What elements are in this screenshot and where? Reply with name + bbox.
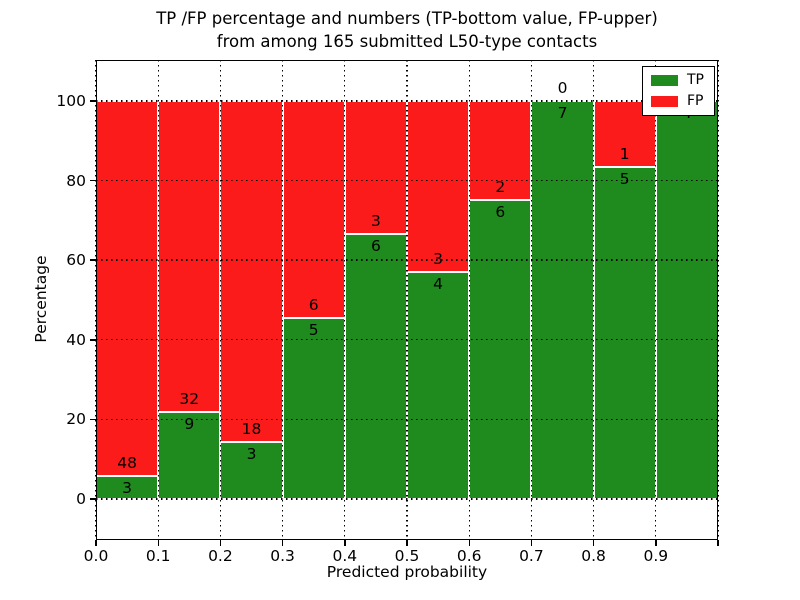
- tp-count-label-6: 6: [495, 203, 506, 222]
- legend-label-fp: FP: [687, 93, 704, 109]
- x-gridline-3: [281, 60, 284, 540]
- x-tick-label-9: 0.9: [643, 547, 669, 565]
- x-tick-label-2: 0.2: [208, 547, 233, 565]
- x-tick-0: [95, 540, 97, 546]
- x-gridline-4: [344, 60, 346, 540]
- x-gridline-6: [468, 60, 470, 540]
- bar-segment-fp-0: [96, 100, 159, 476]
- y-tick-label-100: 100: [56, 91, 86, 110]
- y-tick-label-80: 80: [66, 171, 86, 190]
- x-gridline-2: [219, 60, 222, 540]
- bar-segment-tp-9: [655, 100, 718, 499]
- plot-area: TP FP 3489323185663436270514020406080100…: [56, 60, 719, 565]
- fp-count-label-5: 3: [433, 249, 444, 268]
- bar-segment-tp-8: [593, 167, 656, 499]
- fp-count-label-0: 48: [117, 453, 137, 472]
- x-gridline-5: [406, 60, 408, 540]
- y-tick-label-0: 0: [76, 490, 86, 508]
- y-axis-label: Percentage: [32, 255, 50, 343]
- bar-segment-tp-3: [282, 318, 345, 499]
- x-gridline-10: [717, 60, 719, 540]
- bar-segment-fp-5: [407, 100, 470, 272]
- fp-count-label-8: 1: [619, 145, 630, 164]
- x-tick-8: [592, 540, 595, 546]
- tp-count-label-5: 4: [433, 274, 444, 293]
- x-tick-6: [468, 540, 470, 546]
- fp-count-label-1: 32: [179, 389, 200, 408]
- x-tick-5: [406, 540, 408, 546]
- y-tick-40: [90, 339, 96, 341]
- y-tick-20: [90, 418, 96, 421]
- bar-segment-tp-5: [407, 271, 470, 499]
- x-tick-label-6: 0.6: [456, 547, 482, 565]
- x-tick-9: [655, 540, 657, 546]
- x-tick-2: [219, 540, 222, 546]
- x-tick-1: [157, 540, 159, 546]
- x-tick-3: [281, 540, 284, 546]
- y-tick-label-40: 40: [66, 330, 86, 349]
- tp-count-label-1: 9: [184, 414, 195, 433]
- fp-count-label-7: 0: [557, 78, 568, 97]
- bar-segment-fp-1: [158, 100, 221, 412]
- x-gridline-9: [655, 60, 657, 540]
- legend-label-tp: TP: [687, 72, 704, 88]
- x-tick-4: [344, 540, 346, 546]
- x-gridline-7: [530, 60, 533, 540]
- tp-count-label-4: 6: [370, 236, 381, 255]
- legend-entry-tp: TP: [651, 73, 704, 88]
- chart-title-line-1: TP /FP percentage and numbers (TP-bottom…: [156, 9, 658, 28]
- x-gridline-8: [592, 60, 595, 540]
- bar-segment-fp-3: [282, 100, 345, 319]
- bar-segment-tp-6: [469, 200, 532, 499]
- x-axis-label: Predicted probability: [326, 563, 488, 581]
- x-gridline-0: [95, 60, 97, 540]
- legend-entry-fp: FP: [651, 94, 704, 109]
- y-tick-60: [90, 259, 96, 261]
- bar-segment-tp-4: [344, 233, 407, 499]
- fp-swatch-icon: [651, 96, 678, 107]
- x-tick-label-1: 0.1: [145, 547, 171, 565]
- y-tick-100: [90, 100, 96, 102]
- fp-count-label-2: 18: [241, 420, 262, 439]
- x-tick-label-8: 0.8: [581, 547, 606, 565]
- y-tick-0: [90, 498, 96, 500]
- x-tick-label-7: 0.7: [519, 547, 544, 565]
- x-tick-label-3: 0.3: [270, 547, 295, 565]
- x-tick-label-0: 0.0: [83, 547, 109, 565]
- tp-count-label-7: 7: [557, 103, 568, 122]
- bar-segment-fp-2: [220, 100, 283, 443]
- x-tick-7: [530, 540, 533, 546]
- y-tick-80: [90, 179, 96, 182]
- tp-count-label-2: 3: [246, 445, 257, 464]
- fp-count-label-3: 6: [308, 296, 319, 315]
- fp-count-label-6: 2: [495, 178, 506, 197]
- x-gridline-1: [157, 60, 159, 540]
- legend: TP FP: [642, 66, 715, 116]
- tp-count-label-8: 5: [619, 170, 630, 189]
- x-tick-10: [717, 540, 719, 546]
- y-tick-label-20: 20: [66, 410, 86, 429]
- x-tick-label-5: 0.5: [394, 547, 420, 565]
- tp-count-label-3: 5: [308, 321, 319, 340]
- tp-count-label-0: 3: [122, 478, 133, 497]
- tp-swatch-icon: [651, 75, 678, 86]
- x-tick-label-4: 0.4: [332, 547, 358, 565]
- fp-count-label-4: 3: [370, 211, 381, 230]
- chart-title: TP /FP percentage and numbers (TP-bottom…: [96, 7, 718, 53]
- chart-title-line-2: from among 165 submitted L50-type contac…: [216, 32, 598, 51]
- y-tick-label-60: 60: [66, 251, 86, 270]
- bar-segment-tp-7: [531, 100, 594, 499]
